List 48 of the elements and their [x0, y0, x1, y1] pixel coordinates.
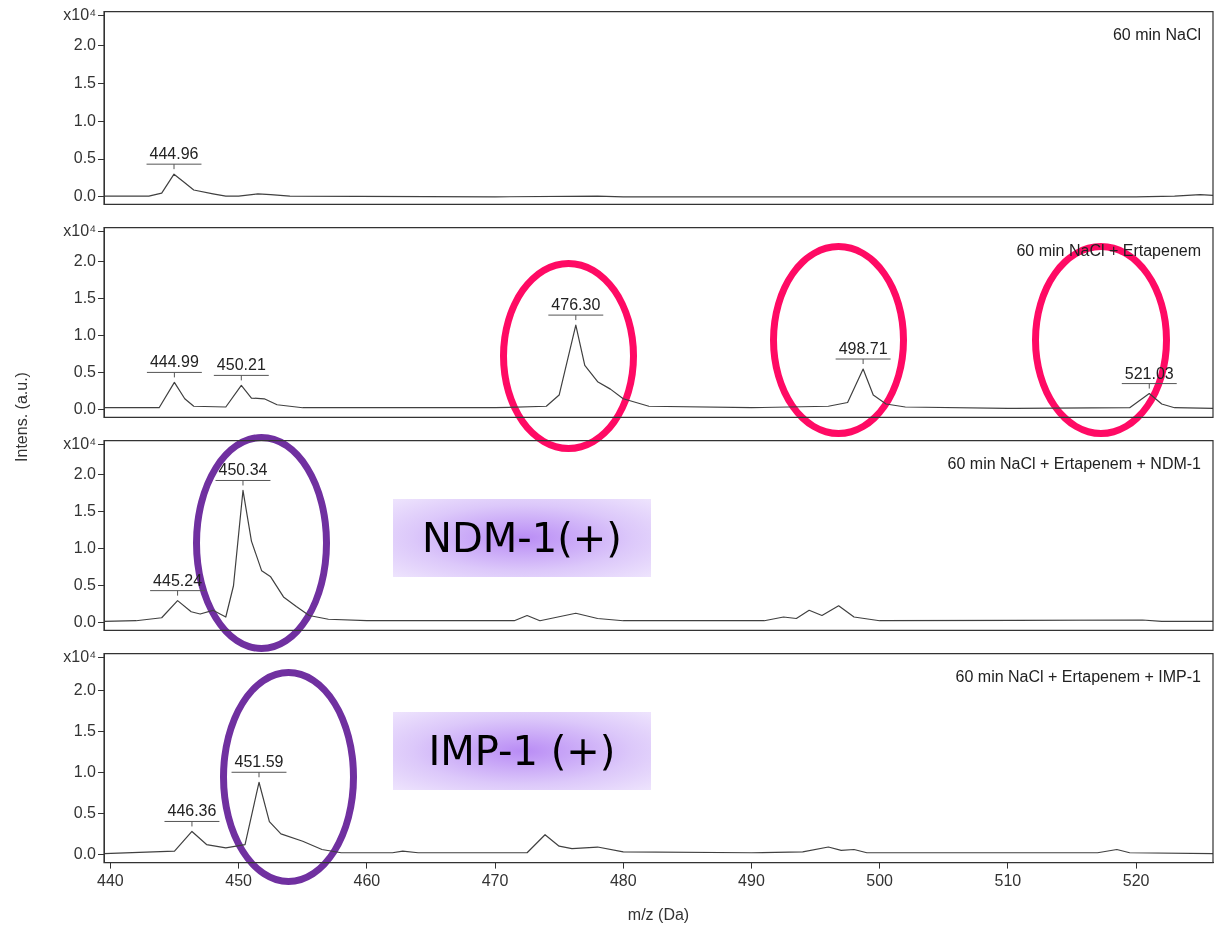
y-tick-label: 0.0	[73, 400, 97, 418]
y-tick-label: 0.0	[73, 844, 97, 862]
x-tick-label: 460	[353, 871, 381, 889]
y-tick-label: x10⁴	[63, 5, 97, 23]
y-tick-label: 2.0	[73, 36, 97, 54]
x-tick-label: 520	[1122, 871, 1150, 889]
x-axis-title: m/z (Da)	[627, 905, 690, 923]
annotation: 476.30	[551, 296, 601, 314]
x-tick-label: 480	[609, 871, 637, 889]
x-tick-label: 440	[97, 871, 124, 889]
y-tick-label: 1.0	[73, 111, 97, 129]
y-tick-label: 1.0	[73, 538, 97, 556]
annotation: IMP-1 (+)	[393, 711, 651, 790]
annotation: 446.36	[167, 802, 217, 820]
y-tick-label: 2.0	[73, 464, 97, 482]
x-tick-label: 510	[994, 871, 1022, 889]
y-tick-label: 1.5	[73, 501, 97, 519]
y-tick-label: 1.5	[73, 721, 97, 739]
x-tick-label: 500	[866, 871, 894, 889]
y-tick-label: 1.5	[73, 73, 97, 91]
annotation: 450.34	[218, 461, 268, 479]
y-tick-label: 0.5	[73, 803, 97, 821]
text: 60 min NaCl + Ertapenem + IMP-1	[955, 668, 1202, 686]
annotation: 450.21	[216, 356, 266, 374]
x-tick-label: 450	[225, 871, 253, 889]
text: 60 min NaCl + Ertapenem + NDM-1	[947, 455, 1202, 473]
annotation: 498.71	[838, 340, 888, 358]
y-tick-label: 0.0	[73, 187, 97, 205]
y-tick-label: 2.0	[73, 251, 97, 269]
y-axis-title: Intens. (a.u.)	[12, 372, 31, 463]
annotation: 451.59	[234, 753, 284, 771]
y-tick-label: 1.0	[73, 325, 97, 343]
y-tick-label: 1.0	[73, 762, 97, 780]
annotation: NDM-1(+)	[393, 498, 651, 577]
y-tick-label: 0.5	[73, 149, 97, 167]
y-tick-label: 1.5	[73, 288, 97, 306]
annotation: 444.96	[149, 145, 199, 163]
x-tick-label: 490	[738, 871, 765, 889]
y-tick-label: 0.0	[73, 613, 97, 631]
y-tick-label: 2.0	[73, 680, 97, 698]
y-tick-label: x10⁴	[63, 221, 97, 239]
y-tick-label: 0.5	[73, 363, 97, 381]
y-tick-label: x10⁴	[63, 648, 97, 666]
text: 60 min NaCl	[1112, 26, 1201, 44]
x-tick-label: 470	[481, 871, 509, 889]
y-tick-label: x10⁴	[63, 434, 97, 452]
y-tick-label: 0.5	[73, 576, 97, 594]
annotation: 444.99	[149, 353, 199, 371]
